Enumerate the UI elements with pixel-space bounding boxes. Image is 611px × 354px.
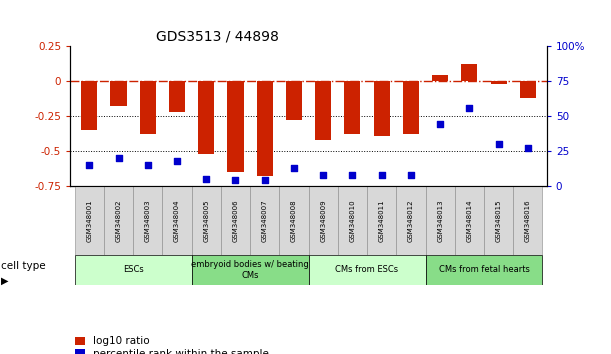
Text: GSM348011: GSM348011 bbox=[379, 199, 385, 242]
Bar bbox=[140, 81, 156, 134]
Text: GSM348007: GSM348007 bbox=[262, 199, 268, 242]
Text: GSM348002: GSM348002 bbox=[115, 199, 122, 242]
Bar bbox=[425, 255, 543, 285]
Point bbox=[202, 176, 211, 182]
Text: GSM348005: GSM348005 bbox=[203, 199, 209, 242]
Point bbox=[494, 141, 503, 147]
Bar bbox=[192, 255, 309, 285]
Text: GSM348016: GSM348016 bbox=[525, 199, 531, 242]
Bar bbox=[75, 186, 104, 255]
Bar bbox=[403, 81, 419, 134]
Legend: log10 ratio, percentile rank within the sample: log10 ratio, percentile rank within the … bbox=[76, 336, 269, 354]
Bar bbox=[163, 186, 192, 255]
Bar bbox=[250, 186, 279, 255]
Text: ESCs: ESCs bbox=[123, 266, 144, 274]
Bar bbox=[513, 186, 543, 255]
Point bbox=[230, 177, 240, 183]
Text: GSM348006: GSM348006 bbox=[232, 199, 238, 242]
Point bbox=[377, 172, 387, 177]
Text: GSM348008: GSM348008 bbox=[291, 199, 297, 242]
Bar bbox=[484, 186, 513, 255]
Text: GSM348013: GSM348013 bbox=[437, 199, 443, 242]
Point bbox=[318, 172, 328, 177]
Point bbox=[289, 165, 299, 171]
Text: CMs from fetal hearts: CMs from fetal hearts bbox=[439, 266, 529, 274]
Point bbox=[172, 158, 182, 164]
Bar bbox=[104, 186, 133, 255]
Bar bbox=[425, 186, 455, 255]
Bar bbox=[309, 255, 425, 285]
Bar bbox=[279, 186, 309, 255]
Text: GDS3513 / 44898: GDS3513 / 44898 bbox=[156, 29, 279, 44]
Point bbox=[348, 172, 357, 177]
Text: GSM348015: GSM348015 bbox=[496, 199, 502, 242]
Bar bbox=[111, 81, 126, 106]
Point bbox=[114, 155, 123, 161]
Text: GSM348004: GSM348004 bbox=[174, 199, 180, 242]
Bar bbox=[221, 186, 250, 255]
Bar bbox=[461, 64, 477, 81]
Point bbox=[260, 177, 269, 183]
Text: ▶: ▶ bbox=[1, 275, 8, 286]
Point bbox=[406, 172, 415, 177]
Bar bbox=[81, 81, 97, 130]
Bar bbox=[286, 81, 302, 120]
Point bbox=[143, 162, 153, 168]
Text: GSM348010: GSM348010 bbox=[349, 199, 356, 242]
Bar bbox=[315, 81, 331, 140]
Bar bbox=[455, 186, 484, 255]
Bar bbox=[520, 81, 536, 98]
Point bbox=[523, 145, 533, 151]
Bar bbox=[192, 186, 221, 255]
Bar bbox=[257, 81, 273, 176]
Bar bbox=[432, 75, 448, 81]
Point bbox=[435, 121, 445, 127]
Text: GSM348003: GSM348003 bbox=[145, 199, 151, 242]
Bar bbox=[169, 81, 185, 112]
Text: CMs from ESCs: CMs from ESCs bbox=[335, 266, 398, 274]
Bar bbox=[75, 255, 192, 285]
Text: embryoid bodies w/ beating
CMs: embryoid bodies w/ beating CMs bbox=[191, 260, 309, 280]
Bar bbox=[397, 186, 425, 255]
Text: GSM348012: GSM348012 bbox=[408, 199, 414, 242]
Bar bbox=[367, 186, 397, 255]
Text: cell type: cell type bbox=[1, 261, 45, 272]
Bar bbox=[338, 186, 367, 255]
Text: GSM348001: GSM348001 bbox=[86, 199, 92, 242]
Point bbox=[464, 105, 474, 110]
Bar bbox=[227, 81, 244, 172]
Bar bbox=[491, 81, 507, 84]
Bar bbox=[373, 81, 390, 136]
Point bbox=[84, 162, 94, 168]
Text: GSM348009: GSM348009 bbox=[320, 199, 326, 242]
Bar bbox=[345, 81, 360, 134]
Bar bbox=[133, 186, 163, 255]
Bar bbox=[309, 186, 338, 255]
Bar bbox=[198, 81, 214, 154]
Text: GSM348014: GSM348014 bbox=[466, 199, 472, 242]
